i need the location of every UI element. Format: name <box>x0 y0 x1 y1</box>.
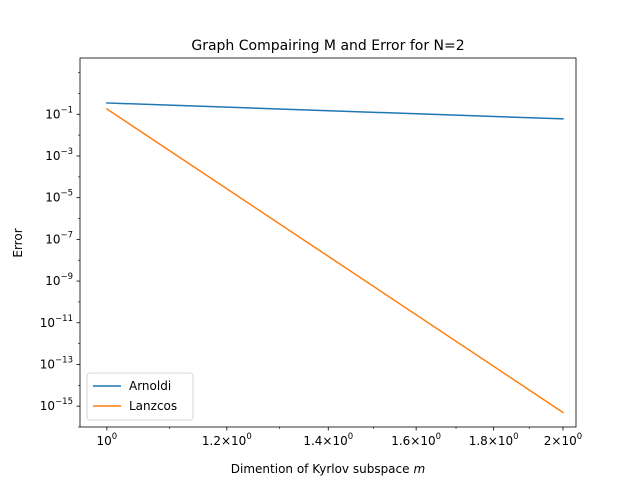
plot-area: 100 1.2×100 1.4×100 1.6×100 1.8×100 2×100 10−1… <box>40 57 582 448</box>
legend: Arnoldi Lanzcos <box>86 372 194 421</box>
x-tick-label: 1.4×100 <box>303 432 353 448</box>
legend-box <box>86 372 194 421</box>
chart-title: Graph Compairing M and Error for N=2 <box>191 38 464 54</box>
legend-label-arnoldi: Arnoldi <box>129 379 171 393</box>
x-tick-label: 100 <box>97 432 118 448</box>
x-tick-label: 1.6×100 <box>391 432 441 448</box>
x-axis-label: Dimention of Kyrlov subspace m <box>231 462 425 476</box>
y-tick-label: 10−5 <box>45 189 73 205</box>
y-tick-label: 10−9 <box>45 272 73 288</box>
x-tick-label: 1.2×100 <box>202 432 252 448</box>
y-tick-label: 10−15 <box>40 397 73 413</box>
y-tick-label: 10−7 <box>45 230 73 246</box>
x-tick-label: 2×100 <box>544 432 582 448</box>
y-tick-label: 10−3 <box>45 147 73 163</box>
y-axis-label: Error <box>11 228 25 257</box>
x-axis-label-text: Dimention of Kyrlov subspace <box>231 462 410 476</box>
x-tick-label: 1.8×100 <box>469 432 519 448</box>
series-line-arnoldi <box>106 102 564 120</box>
y-tick-label: 10−1 <box>45 105 73 121</box>
y-tick-label: 10−13 <box>40 355 73 371</box>
series-line-lanzcos <box>105 107 565 414</box>
x-axis-label-variable: m <box>414 462 426 476</box>
legend-label-lanzcos: Lanzcos <box>129 399 177 413</box>
y-tick-label: 10−11 <box>40 314 73 330</box>
series-group <box>105 102 565 414</box>
